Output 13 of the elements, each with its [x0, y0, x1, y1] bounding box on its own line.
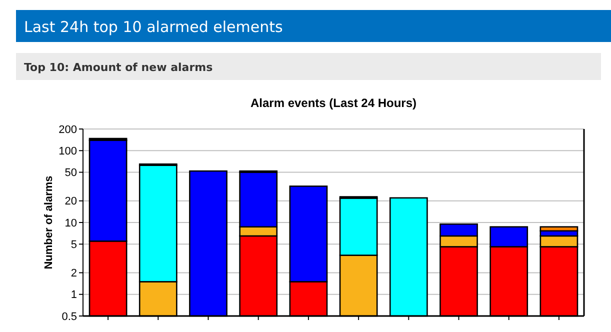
y-tick-label: 200 [58, 124, 77, 136]
y-tick-label: 2 [70, 268, 77, 280]
y-tick-label: 0.5 [62, 310, 77, 323]
y-tick-label: 10 [64, 217, 77, 230]
y-tick-label: 100 [58, 145, 77, 158]
y-axis-title: Number of alarms [43, 176, 55, 270]
text: Top 10: Amount of new alarms [24, 61, 214, 74]
y-tick-label: 50 [64, 167, 77, 180]
chart-title: Alarm events (Last 24 Hours) [250, 96, 417, 110]
text: Last 24h top 10 alarmed elements [24, 18, 284, 36]
y-tick-label: 20 [64, 196, 77, 208]
y-tick-label: 1 [70, 289, 77, 302]
y-tick-label: 5 [70, 238, 77, 251]
